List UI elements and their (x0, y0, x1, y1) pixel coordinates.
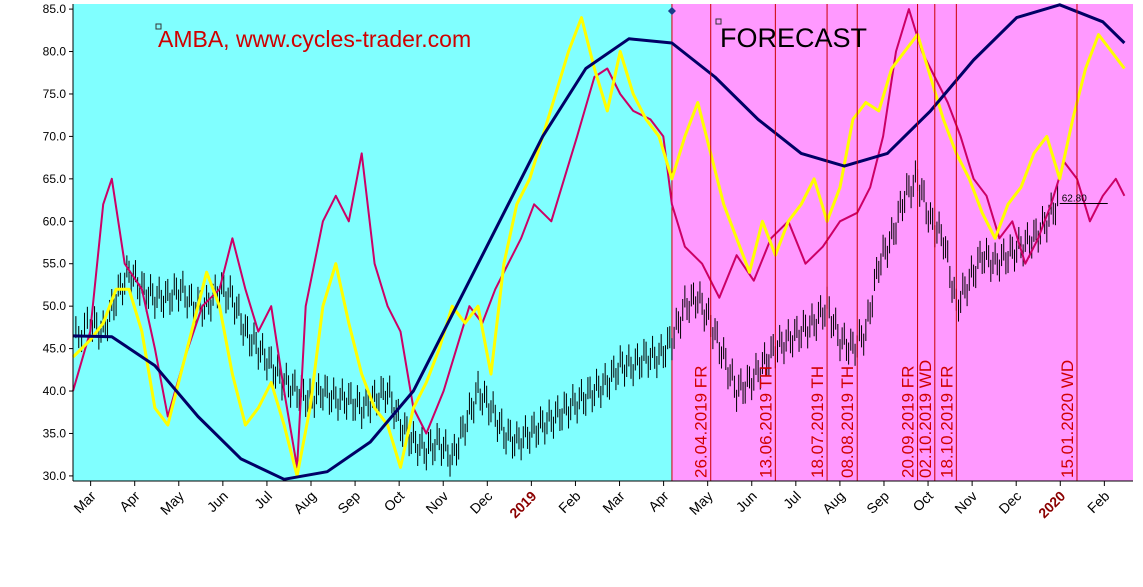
x-tick-label: Aug (290, 488, 319, 517)
cycle-marker-label: 02.10.2019 WD (916, 360, 935, 478)
cycle-markers: 26.04.2019 FR 13.06.2019 TH 18.07.2019 TH 0… (692, 4, 1078, 481)
cycle-marker-label: 26.04.2019 FR (692, 366, 711, 478)
y-tick-label: 65.0 (43, 172, 67, 186)
y-axis: 30.0 35.0 40.0 45.0 50.0 55.0 60.0 65.0 70.0 75.0… (43, 2, 74, 483)
y-tick-label: 40.0 (43, 384, 67, 398)
x-tick-label: 2020 (1035, 488, 1068, 521)
cycle-marker-label: 15.01.2020 WD (1058, 360, 1077, 478)
x-tick-label: Oct (909, 488, 936, 515)
title-anchor-icon (155, 23, 162, 30)
x-tick-label: Dec (466, 488, 495, 517)
x-tick-label: Apr (645, 488, 672, 515)
forecast-start-icon (667, 7, 676, 15)
x-tick-label: Jul (780, 488, 804, 512)
forecast-background (671, 4, 1133, 481)
x-axis: Mar Apr May Jun Jul Aug Sep Oct Nov Dec 2019 Feb Mar… (70, 480, 1133, 521)
cycle-marker-label: 18.07.2019 TH (808, 366, 827, 478)
y-tick-label: 45.0 (43, 342, 67, 356)
x-tick-label: Sep (334, 488, 363, 517)
yellow-indicator-line (71, 16, 1126, 478)
x-tick-label: Aug (819, 488, 848, 517)
cycle-marker-label: 13.06.2019 TH (756, 366, 775, 478)
y-tick-label: 50.0 (43, 299, 67, 313)
magenta-indicator-line (72, 8, 1126, 469)
cycle-marker-label: 20.09.2019 FR (899, 366, 918, 478)
cycle-sine-line (72, 3, 1126, 481)
series-lines (71, 3, 1126, 481)
y-tick-label: 80.0 (43, 45, 67, 59)
x-tick-label: Nov (951, 488, 980, 517)
x-tick-label: Jul (251, 488, 275, 512)
chart-title: AMBA, www.cycles-trader.com (158, 26, 471, 52)
x-tick-label: Apr (116, 488, 143, 515)
x-tick-label: 2019 (506, 488, 539, 521)
x-tick-label: Oct (381, 488, 408, 515)
y-tick-label: 70.0 (43, 129, 67, 143)
x-tick-label: Dec (995, 488, 1024, 517)
x-tick-label: Nov (422, 488, 451, 517)
x-tick-label: Jun (204, 488, 231, 515)
x-tick-label: Jun (733, 488, 760, 515)
x-tick-label: May (157, 488, 187, 518)
y-tick-label: 75.0 (43, 87, 67, 101)
x-tick-label: Sep (863, 488, 892, 517)
cycle-marker-label: 18.10.2019 FR (937, 366, 956, 478)
x-tick-label: Feb (555, 488, 584, 517)
y-tick-label: 55.0 (43, 257, 67, 271)
y-tick-label: 85.0 (43, 2, 67, 16)
forecast-label: FORECAST (720, 23, 867, 53)
x-tick-label: Mar (599, 488, 628, 517)
cycle-marker-label: 08.08.2019 TH (838, 366, 857, 478)
x-tick-label: May (686, 488, 716, 518)
last-price-tag: 62.80 (1059, 194, 1108, 205)
forecast-anchor-icon (715, 18, 722, 25)
y-tick-label: 35.0 (43, 426, 67, 440)
y-tick-label: 30.0 (43, 469, 67, 483)
x-tick-label: Mar (70, 488, 99, 517)
last-price-label: 62.80 (1062, 194, 1087, 205)
x-tick-label: Feb (1084, 488, 1113, 517)
y-tick-label: 60.0 (43, 214, 67, 228)
